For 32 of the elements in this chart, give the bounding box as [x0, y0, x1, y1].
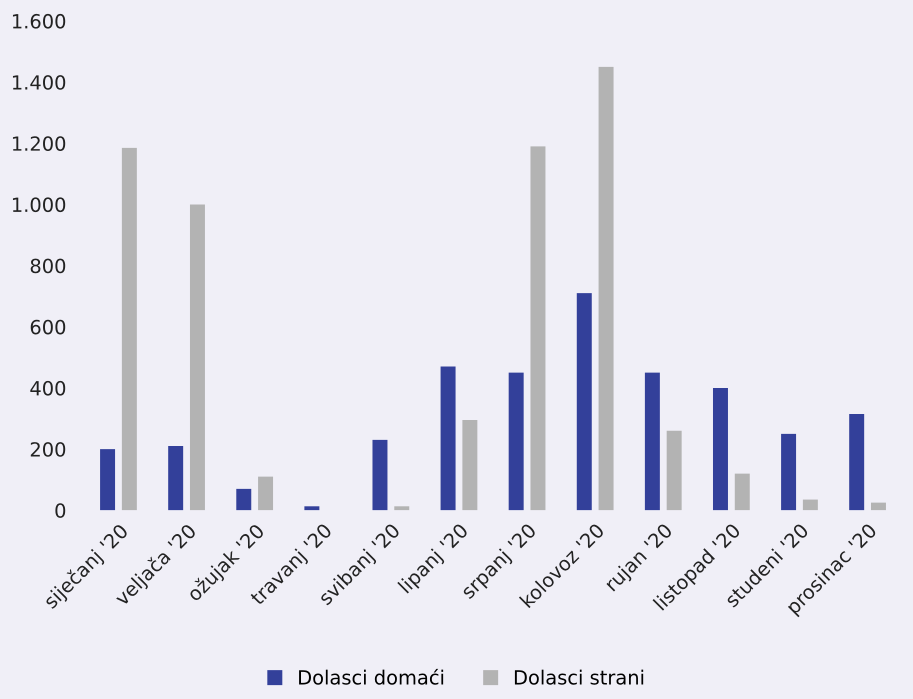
- y-tick-label: 1.600: [12, 14, 66, 29]
- bar: [440, 366, 456, 510]
- y-tick-label: 1.400: [12, 75, 66, 90]
- bar: [870, 502, 886, 510]
- y-tick-label: 1.200: [12, 136, 66, 151]
- bar: [372, 440, 388, 510]
- bar: [781, 434, 796, 510]
- bar: [462, 420, 478, 510]
- bar: [598, 66, 614, 510]
- bar: [802, 500, 818, 510]
- bar: [644, 372, 660, 510]
- bar: [168, 446, 184, 510]
- y-tick-label: 400: [30, 380, 66, 396]
- y-tick-label: 600: [30, 320, 66, 334]
- y-tick-label: 800: [30, 258, 66, 274]
- bar: [666, 430, 682, 510]
- bar: [849, 414, 864, 510]
- bar: [576, 293, 592, 510]
- legend-label: Dolasci domaći: [299, 668, 444, 685]
- bar: [712, 388, 728, 510]
- bar: [508, 372, 524, 510]
- bar: [258, 476, 274, 510]
- bar: [236, 488, 252, 510]
- y-tick-label: 1.000: [12, 197, 66, 212]
- legend-label: Dolasci strani: [514, 670, 644, 685]
- bar: [100, 449, 116, 510]
- bar: [190, 204, 205, 510]
- bar: [122, 148, 137, 510]
- bar: [734, 474, 750, 510]
- y-tick-label: 0: [55, 503, 66, 518]
- y-tick-label: 200: [30, 442, 66, 457]
- bar: [530, 146, 546, 510]
